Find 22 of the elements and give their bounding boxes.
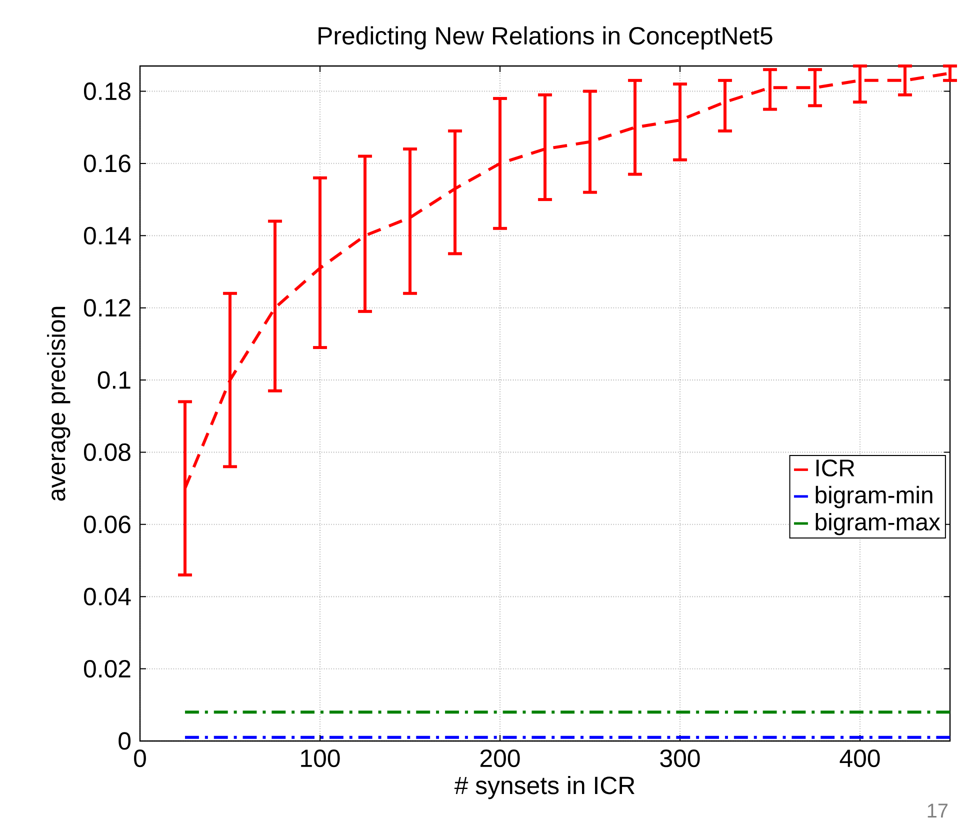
y-tick-label: 0.16	[84, 154, 130, 172]
legend-label: bigram-min	[816, 486, 932, 508]
legend-label: bigram-max	[816, 512, 940, 536]
y-tick-label: 0.14	[84, 226, 131, 244]
x-tick-label: 100	[301, 749, 340, 768]
x-tick-label: 400	[840, 749, 880, 768]
y-tick-label: 0.08	[84, 443, 130, 462]
y-tick-label: 0.06	[84, 516, 130, 534]
x-axis-title: # synsets in ICR	[454, 776, 634, 800]
text: 17	[928, 804, 948, 818]
legend-label: ICR	[816, 460, 854, 476]
y-tick-label: 0.1	[98, 371, 130, 389]
y-tick-label: 0.18	[84, 82, 130, 100]
y-tick-label: 0	[118, 732, 131, 750]
x-tick-label: 200	[480, 749, 520, 768]
x-tick-label: 300	[660, 749, 700, 768]
y-axis-title: average precision	[46, 306, 70, 501]
x-tick-label: 0	[134, 749, 146, 768]
chart-title: Predicting New Relations in ConceptNet5	[318, 26, 772, 50]
y-tick-label: 0.12	[84, 299, 130, 317]
y-tick-label: 0.02	[84, 660, 130, 678]
y-tick-label: 0.04	[84, 588, 131, 606]
